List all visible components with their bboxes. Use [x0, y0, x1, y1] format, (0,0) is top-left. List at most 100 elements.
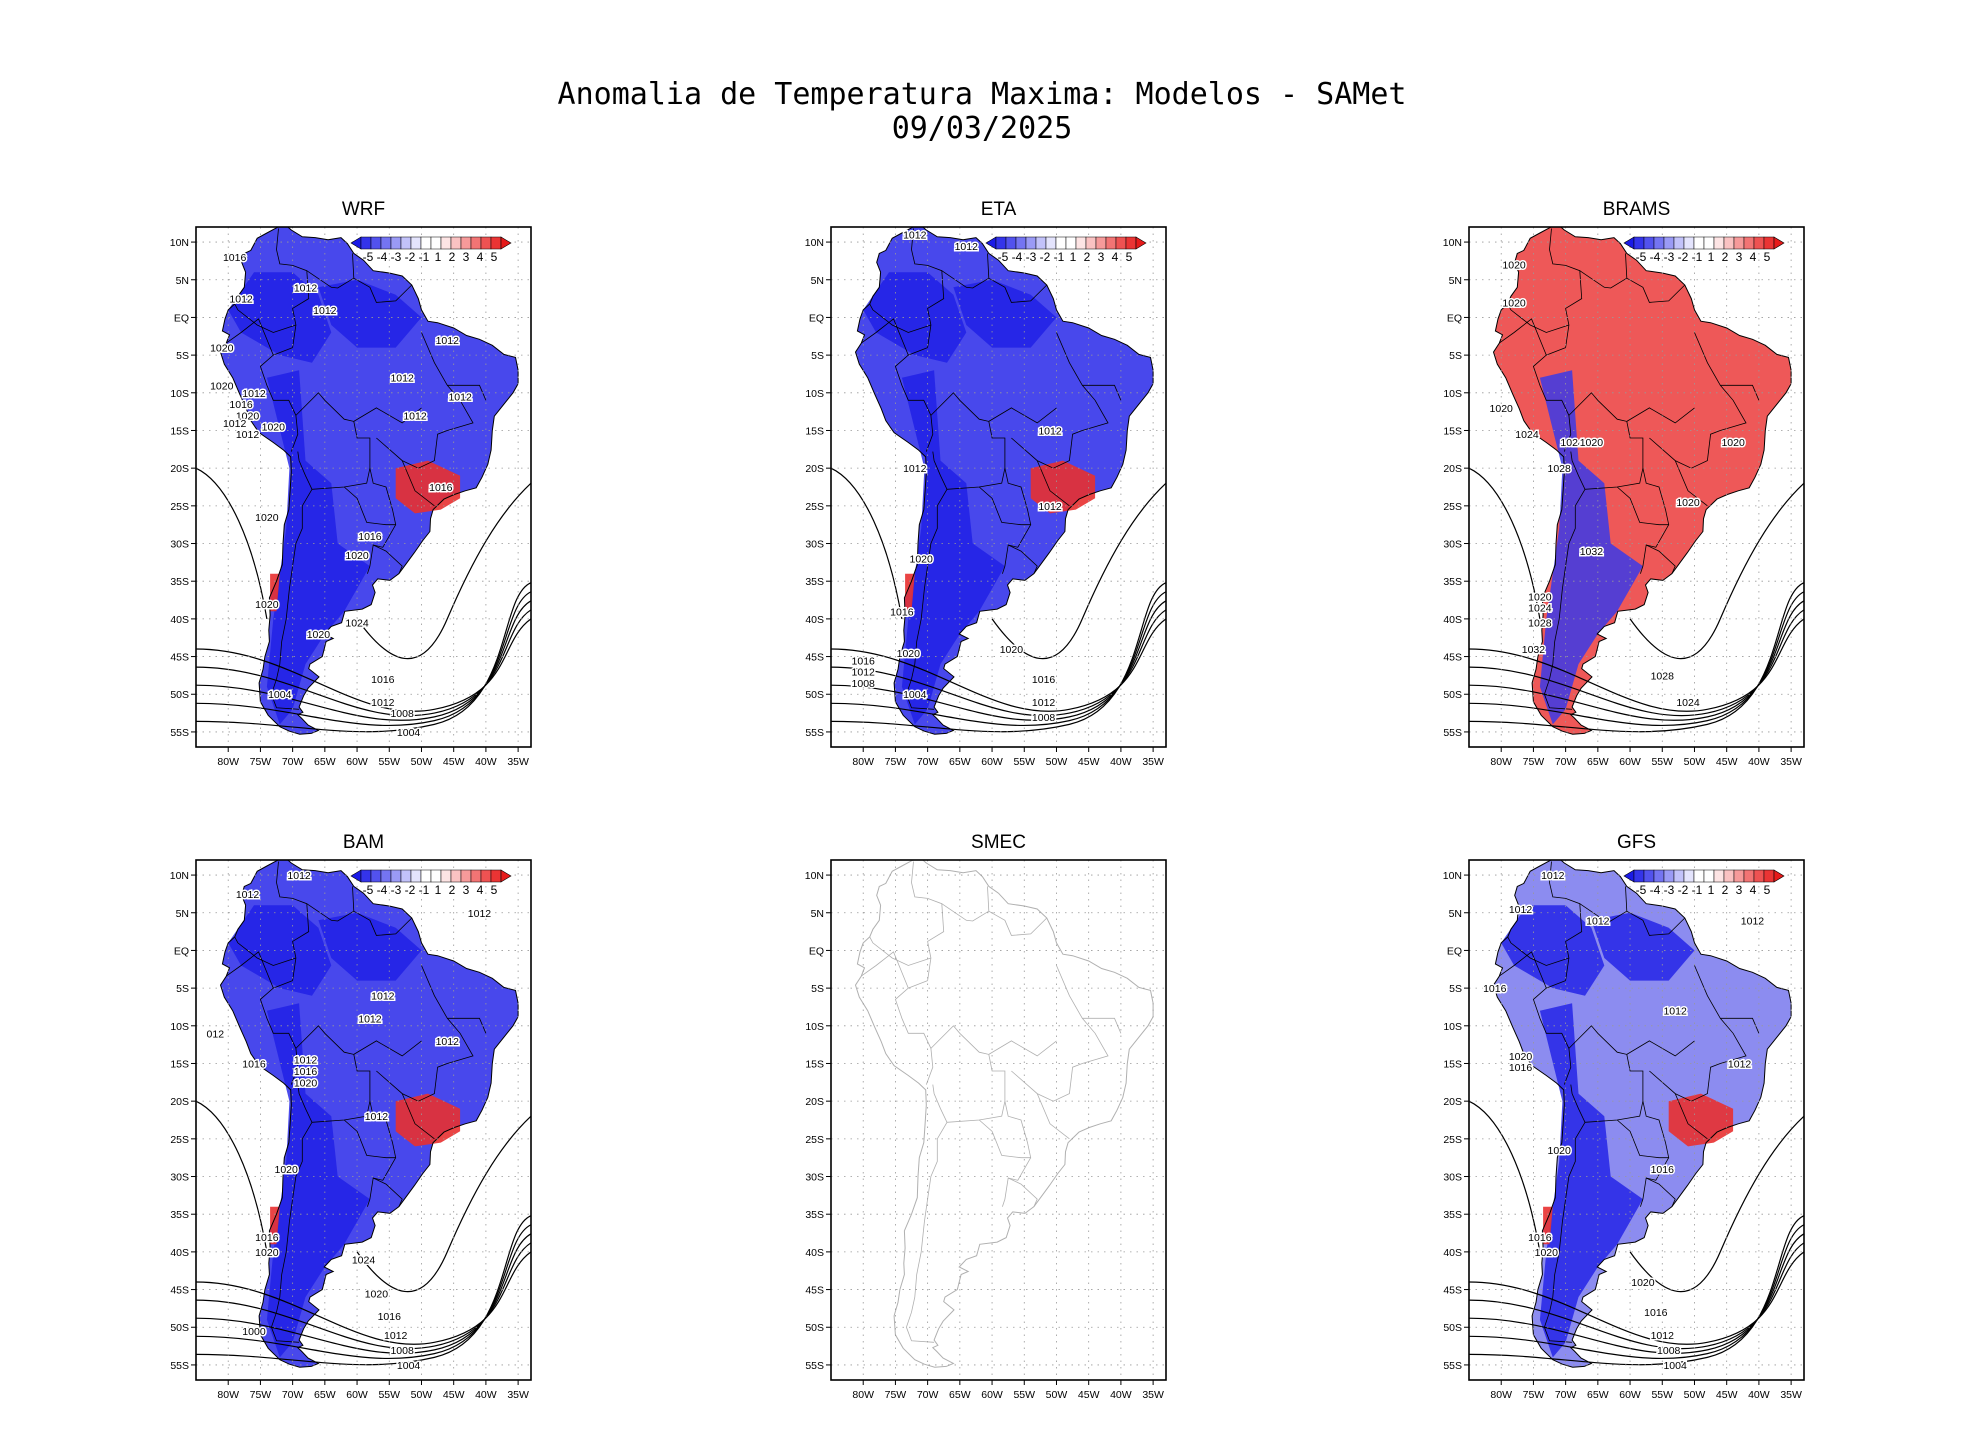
x-tick-label: 60W: [1619, 756, 1641, 768]
colorbar-swatch: [1125, 236, 1137, 250]
colorbar-swatch: [1763, 869, 1775, 883]
country-border: [1532, 980, 1572, 1085]
country-border: [1579, 886, 1628, 922]
country-border: [1036, 460, 1070, 507]
colorbar-swatch: [460, 869, 472, 883]
isobar-line: [831, 467, 903, 619]
country-border: [376, 965, 474, 1102]
x-tick-label: 35W: [1142, 1389, 1164, 1401]
country-border: [270, 489, 313, 710]
colorbar-swatch: [1035, 236, 1047, 250]
colorbar-swatch: [1663, 236, 1675, 250]
x-tick-label: 35W: [507, 1389, 529, 1401]
country-border: [988, 277, 1048, 303]
y-tick-label: 20S: [1443, 1096, 1462, 1108]
isobar-label: 1008: [1032, 712, 1056, 724]
x-tick-label: 50W: [411, 1389, 433, 1401]
country-border: [988, 1040, 1057, 1057]
isobar-label: 1024: [352, 1254, 376, 1266]
figure-date: 09/03/2025: [892, 111, 1073, 146]
colorbar-swatch: [1713, 869, 1725, 883]
x-tick-label: 50W: [1684, 1389, 1706, 1401]
isobar-label: 1012: [1586, 915, 1610, 927]
isobar-label: 1012: [1651, 1330, 1675, 1342]
colorbar-label: -5: [1636, 250, 1647, 264]
cold-anomaly-area: [1539, 1003, 1643, 1358]
isobar-label: 1004: [397, 1360, 421, 1372]
country-border: [447, 1017, 487, 1034]
country-border: [226, 951, 274, 989]
isobar-label: 1012: [1038, 425, 1062, 437]
y-tick-label: 5N: [176, 275, 189, 287]
isobar-label: 1020: [236, 410, 260, 422]
y-tick-label: 55S: [1443, 727, 1462, 739]
y-tick-label: 40S: [170, 1247, 189, 1259]
colorbar-swatch: [420, 869, 432, 883]
colorbar-swatch: [1633, 236, 1645, 250]
x-tick-label: 80W: [852, 756, 874, 768]
country-border: [353, 277, 413, 303]
isobar-label: 1004: [1663, 1360, 1687, 1372]
colorbar-arrow-high: [1773, 869, 1785, 883]
isobar-label: 1020: [1509, 1051, 1533, 1063]
isobar-label: 1016: [371, 674, 395, 686]
isobar-label: 1016: [1509, 1062, 1533, 1074]
isobar-label: 1016: [1032, 674, 1056, 686]
y-tick-label: 55S: [805, 1360, 824, 1372]
y-tick-label: 20S: [170, 463, 189, 475]
isobar-label: 1020: [294, 1077, 318, 1089]
colorbar-label: -5: [998, 250, 1009, 264]
y-tick-label: 35S: [170, 576, 189, 588]
isobar-label: 1008: [1657, 1345, 1681, 1357]
country-border: [401, 1093, 435, 1140]
country-border: [276, 228, 310, 348]
colorbar-swatch: [410, 236, 422, 250]
isobar-line: [1469, 600, 1804, 721]
x-tick-label: 55W: [1013, 756, 1035, 768]
colorbar-swatch: [1683, 869, 1695, 883]
isobar-label: 1020: [1502, 297, 1526, 309]
x-tick-label: 75W: [250, 1389, 272, 1401]
isobar-label: 1020: [1535, 1247, 1559, 1259]
country-border: [1568, 1025, 1644, 1123]
isobar-label: 1032: [1580, 546, 1604, 558]
x-tick-label: 70W: [1555, 1389, 1577, 1401]
colorbar-label: 3: [1098, 250, 1105, 264]
country-border: [1649, 332, 1747, 469]
y-tick-label: 25S: [170, 1134, 189, 1146]
colorbar-label: 3: [1736, 250, 1743, 264]
country-border: [861, 951, 909, 989]
colorbar-swatch: [1115, 236, 1127, 250]
isobar-label: 1032: [1522, 644, 1546, 656]
panel-title: BAM: [343, 832, 384, 853]
country-border: [1626, 910, 1686, 936]
isobar-label: 1012: [223, 418, 247, 430]
isobar-label: 1024: [1515, 429, 1539, 441]
y-tick-label: 20S: [805, 463, 824, 475]
country-border: [1507, 303, 1570, 333]
country-border: [270, 1122, 313, 1343]
colorbar-swatch: [1653, 869, 1665, 883]
y-tick-label: 20S: [1443, 463, 1462, 475]
y-tick-label: EQ: [1447, 312, 1462, 324]
colorbar-label: 2: [449, 250, 456, 264]
colorbar-swatch: [420, 236, 432, 250]
isobar-label: 1012: [294, 282, 318, 294]
isobar-label: 1020: [897, 648, 921, 660]
isobar-label: 1020: [1721, 437, 1745, 449]
colorbar-swatch: [1085, 236, 1097, 250]
colorbar-label: -5: [363, 883, 374, 897]
colorbar-swatch: [460, 236, 472, 250]
coastline: [219, 227, 519, 735]
isobar-line: [831, 618, 1166, 712]
cold-anomaly-area: [318, 912, 422, 981]
colorbar-swatch: [380, 869, 392, 883]
colorbar-swatch: [390, 236, 402, 250]
colorbar-swatch: [400, 869, 412, 883]
y-tick-label: EQ: [1447, 945, 1462, 957]
figure-title: Anomalia de Temperatura Maxima: Modelos …: [558, 77, 1407, 112]
colorbar-label: 3: [463, 883, 470, 897]
country-border: [1507, 936, 1570, 966]
isobar-label: 1012: [852, 667, 876, 679]
isobar-label: 1016: [1483, 983, 1507, 995]
